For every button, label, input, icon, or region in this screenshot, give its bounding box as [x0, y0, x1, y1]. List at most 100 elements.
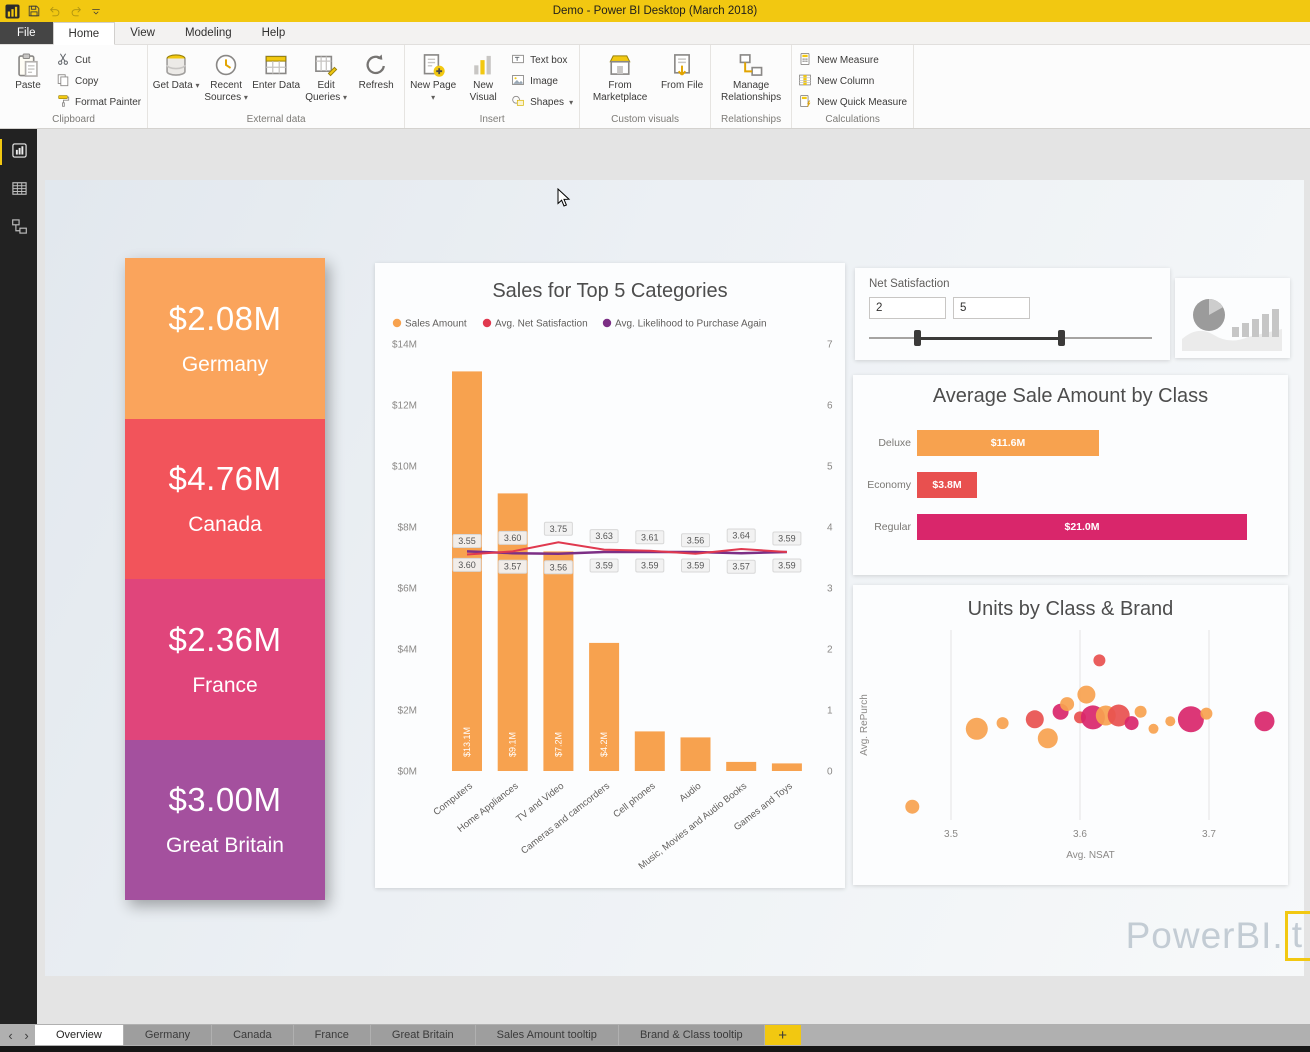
kpi-card-germany[interactable]: $2.08M Germany [125, 258, 325, 419]
nav-report-view[interactable] [0, 139, 37, 165]
get-data-icon [163, 51, 189, 78]
page-tab-germany[interactable]: Germany [123, 1025, 212, 1045]
slicer-min-input[interactable] [869, 297, 946, 319]
ribbon-tab-file[interactable]: File [0, 22, 53, 44]
bar-music-movies-and-audio-books[interactable] [726, 761, 757, 771]
page-tab-france[interactable]: France [293, 1025, 370, 1045]
bar-games-and-toys[interactable] [771, 763, 802, 771]
ribbon-button-get-data[interactable]: Get Data ▾ [151, 46, 201, 94]
legend-label[interactable]: Avg. Likelihood to Purchase Again [615, 319, 767, 330]
ribbon-button-recent-sources[interactable]: Recent Sources ▾ [201, 46, 251, 106]
ribbon-button-shapes[interactable]: Shapes ▾ [511, 94, 573, 111]
page-tab-great-britain[interactable]: Great Britain [370, 1025, 475, 1045]
left-axis-tick: $6M [398, 584, 417, 595]
bubble[interactable] [1060, 697, 1075, 712]
tabs-scroll-left-icon[interactable]: ‹ [8, 1027, 13, 1043]
hbar-regular[interactable]: $21.0M [917, 514, 1247, 540]
ribbon-button-text-box[interactable]: Text box [511, 52, 573, 69]
slicer-max-input[interactable] [953, 297, 1030, 319]
undo-button[interactable] [48, 4, 62, 18]
bubble[interactable] [1093, 654, 1106, 667]
model-view-icon [11, 218, 28, 238]
ribbon-group-label: Custom visuals [611, 114, 679, 125]
ribbon-button-from-file[interactable]: From File [657, 46, 707, 94]
ribbon-tab-bar: File Home View Modeling Help [0, 22, 1310, 45]
page-tab-sales-amount-tooltip[interactable]: Sales Amount tooltip [475, 1025, 618, 1045]
slider-handle-min[interactable] [914, 330, 922, 346]
bubble[interactable] [1037, 728, 1058, 749]
legend-label[interactable]: Sales Amount [405, 319, 467, 330]
ribbon-button-image[interactable]: Image [511, 73, 573, 90]
ribbon-button-manage-relationships[interactable]: Manage Relationships [714, 46, 788, 106]
enter-data-icon [263, 51, 289, 78]
redo-button[interactable] [69, 4, 83, 18]
bubble[interactable] [905, 799, 920, 814]
new-page-tab-button[interactable]: + [764, 1025, 801, 1045]
data-label: 3.60 [504, 533, 522, 543]
bubble[interactable] [965, 717, 988, 740]
bubble[interactable] [1134, 705, 1147, 718]
page-tab-overview[interactable]: Overview [35, 1025, 123, 1045]
data-label: 3.56 [687, 535, 705, 545]
kpi-card-canada[interactable]: $4.76M Canada [125, 418, 325, 579]
ribbon-button-refresh[interactable]: Refresh [351, 46, 401, 94]
ribbon-tab-modeling[interactable]: Modeling [184, 27, 232, 39]
bubble[interactable] [1107, 704, 1130, 727]
right-axis-tick: 6 [827, 401, 833, 412]
image-icon [511, 73, 525, 90]
ribbon-group-label: Calculations [825, 114, 880, 125]
line-net-satisfaction[interactable] [466, 541, 787, 556]
data-label: 3.59 [595, 561, 613, 571]
bubble[interactable] [1124, 716, 1139, 731]
data-label: 3.61 [641, 532, 659, 542]
legend-label[interactable]: Avg. Net Satisfaction [495, 319, 588, 330]
bubble[interactable] [1254, 711, 1275, 732]
data-label-box [635, 558, 665, 573]
bubble[interactable] [1077, 685, 1096, 704]
chart-title: Sales for Top 5 Categories [492, 280, 727, 302]
bubble[interactable] [1025, 710, 1044, 729]
kpi-card-great-britain[interactable]: $3.00M Great Britain [125, 739, 325, 900]
ribbon-tab-view[interactable]: View [130, 27, 155, 39]
ribbon-button-new-measure[interactable]: New Measure [798, 52, 907, 69]
ribbon-button-enter-data[interactable]: Enter Data [251, 46, 301, 94]
page-tab-canada[interactable]: Canada [212, 1025, 293, 1045]
edit-queries-icon [313, 51, 339, 78]
ribbon-button-paste[interactable]: Paste [3, 46, 53, 94]
class-bar-chart-card: Average Sale Amount by Class Deluxe $11.6… [853, 375, 1288, 575]
nav-data-view[interactable] [0, 177, 37, 203]
bubble[interactable] [996, 717, 1009, 730]
customize-quick-access-button[interactable] [90, 5, 102, 17]
ribbon-button-from-marketplace[interactable]: From Marketplace [583, 46, 657, 106]
left-axis-tick: $14M [392, 340, 417, 351]
ribbon-button-copy[interactable]: Copy [56, 73, 141, 90]
data-label-box [681, 558, 710, 573]
image-visual-card[interactable] [1175, 278, 1290, 358]
ribbon-button-format-painter[interactable]: Format Painter [56, 94, 141, 111]
ribbon-tab-help[interactable]: Help [261, 27, 286, 39]
bubble[interactable] [1165, 716, 1176, 727]
ribbon-button-new-column[interactable]: New Column [798, 73, 907, 90]
ribbon-button-new-page[interactable]: New Page ▾ [408, 46, 458, 106]
bar-cell-phones[interactable] [634, 731, 665, 771]
bar-tv-and-video[interactable] [543, 551, 574, 771]
bar-audio[interactable] [680, 737, 711, 771]
ribbon-button-edit-queries[interactable]: Edit Queries ▾ [301, 46, 351, 106]
line-likelihood-to-purchase[interactable] [466, 550, 787, 556]
ribbon-button-new-visual[interactable]: New Visual [458, 46, 508, 106]
bubble[interactable] [1200, 707, 1213, 720]
ribbon-tab-home[interactable]: Home [52, 22, 116, 45]
hbar-deluxe[interactable]: $11.6M [917, 430, 1099, 456]
save-button[interactable] [27, 4, 41, 18]
slider-handle-max[interactable] [1058, 330, 1066, 346]
hbar-economy[interactable]: $3.8M [917, 472, 977, 498]
bubble[interactable] [1148, 723, 1159, 734]
ribbon-button-new-quick-measure[interactable]: New Quick Measure [798, 94, 907, 111]
bubble[interactable] [1177, 706, 1204, 733]
tabs-scroll-right-icon[interactable]: › [24, 1027, 29, 1043]
page-tab-brand-class-tooltip[interactable]: Brand & Class tooltip [618, 1025, 764, 1045]
bar-cameras-and-camcorders[interactable] [589, 642, 620, 771]
nav-model-view[interactable] [0, 215, 37, 241]
kpi-card-france[interactable]: $2.36M France [125, 579, 325, 740]
ribbon-button-cut[interactable]: Cut [56, 52, 141, 69]
